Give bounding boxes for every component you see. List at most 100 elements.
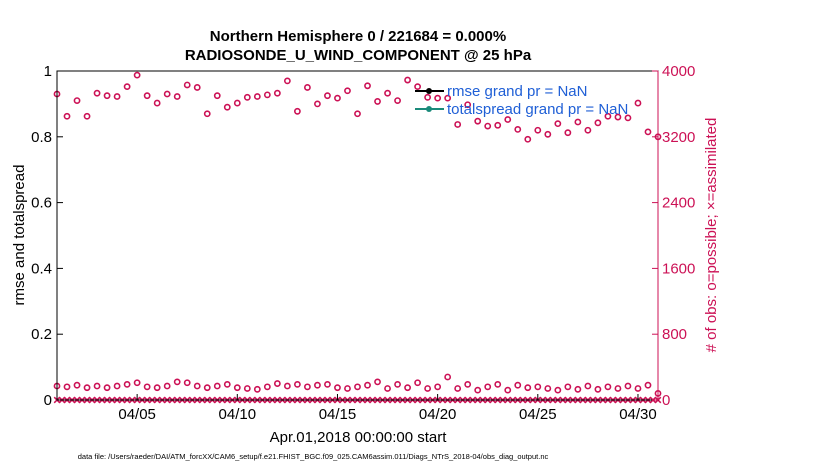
obs-possible-marker xyxy=(273,89,281,97)
obs-possible-marker xyxy=(624,114,632,122)
obs-possible-marker xyxy=(414,379,421,387)
obs-possible-marker xyxy=(634,99,642,107)
obs-possible-marker xyxy=(604,112,612,120)
obs-possible-marker xyxy=(233,99,241,107)
obs-possible-marker xyxy=(293,380,301,388)
obs-possible-marker xyxy=(454,121,462,128)
obs-possible-marker xyxy=(173,378,181,386)
obs-possible-marker xyxy=(644,128,652,136)
obs-possible-marker xyxy=(434,383,442,391)
obs-possible-marker xyxy=(203,110,211,118)
obs-possible-marker xyxy=(334,384,341,392)
obs-possible-marker xyxy=(634,385,642,392)
obs-possible-marker xyxy=(614,385,622,392)
obs-possible-marker xyxy=(424,93,432,101)
obs-possible-marker xyxy=(253,93,261,100)
x-tick-label: 04/15 xyxy=(319,406,357,423)
y-tick-label-left: 1 xyxy=(44,63,52,80)
obs-possible-marker xyxy=(334,94,341,102)
y-tick-label-right: 0 xyxy=(662,392,670,409)
obs-possible-marker xyxy=(544,130,552,138)
obs-possible-marker xyxy=(604,383,612,391)
obs-possible-marker xyxy=(273,380,281,387)
obs-possible-marker xyxy=(404,76,411,84)
legend-rmse-marker xyxy=(426,88,432,94)
obs-possible-marker xyxy=(524,384,532,392)
obs-possible-marker xyxy=(283,77,291,85)
obs-possible-marker xyxy=(644,381,652,389)
obs-possible-marker xyxy=(243,93,251,101)
obs-possible-marker xyxy=(534,126,542,134)
obs-possible-marker xyxy=(454,385,462,392)
obs-possible-marker xyxy=(304,383,311,391)
chart-subtitle: RADIOSONDE_U_WIND_COMPONENT @ 25 hPa xyxy=(185,47,532,64)
obs-possible-marker xyxy=(293,107,301,115)
obs-possible-marker xyxy=(484,383,492,391)
obs-possible-marker xyxy=(364,82,371,90)
x-axis-label: Apr.01,2018 00:00:00 start xyxy=(270,429,448,446)
obs-possible-marker xyxy=(374,378,381,386)
obs-possible-marker xyxy=(384,385,391,392)
x-tick-label: 04/05 xyxy=(118,406,156,423)
obs-possible-marker xyxy=(73,97,81,105)
obs-possible-marker xyxy=(584,382,592,390)
obs-possible-marker xyxy=(283,382,291,390)
obs-possible-marker xyxy=(344,87,351,95)
obs-possible-marker xyxy=(344,385,351,392)
obs-possible-marker xyxy=(404,384,411,392)
obs-possible-marker xyxy=(173,93,181,100)
y-tick-label-left: 0.8 xyxy=(31,129,52,146)
y-tick-label-left: 0.2 xyxy=(31,326,52,343)
obs-possible-marker xyxy=(73,381,81,389)
obs-possible-marker xyxy=(444,373,452,381)
obs-possible-marker xyxy=(123,83,131,91)
obs-possible-marker xyxy=(354,383,361,391)
y-axis-label-left: rmse and totalspread xyxy=(11,165,28,306)
x-axis: 04/05 04/10 04/15 04/20 04/25 04/30 xyxy=(118,394,657,423)
data-markers xyxy=(53,71,662,404)
obs-possible-marker xyxy=(364,381,371,389)
obs-possible-marker xyxy=(324,380,331,388)
legend-spread-marker xyxy=(426,106,432,112)
legend-spread-label: totalspread grand pr = NaN xyxy=(447,101,628,118)
obs-possible-marker xyxy=(193,382,201,390)
plot-frame xyxy=(56,70,659,401)
obs-possible-marker xyxy=(484,122,492,130)
y-tick-label-left: 0 xyxy=(44,392,52,409)
obs-possible-marker xyxy=(223,380,231,388)
obs-possible-marker xyxy=(133,71,141,79)
obs-possible-marker xyxy=(153,99,161,107)
y-tick-label-right: 2400 xyxy=(662,195,695,212)
obs-possible-marker xyxy=(414,83,421,91)
y-tick-label-right: 1600 xyxy=(662,260,695,277)
obs-possible-marker xyxy=(614,113,622,121)
obs-possible-marker xyxy=(103,384,111,392)
obs-possible-marker xyxy=(464,380,472,388)
obs-possible-marker xyxy=(624,382,632,390)
obs-possible-marker xyxy=(354,110,361,118)
obs-possible-marker xyxy=(93,89,101,97)
obs-possible-marker xyxy=(213,382,221,390)
obs-possible-marker xyxy=(243,385,251,392)
y-tick-label-right: 4000 xyxy=(662,63,695,80)
obs-possible-marker xyxy=(394,97,401,105)
obs-possible-marker xyxy=(534,383,542,391)
obs-possible-marker xyxy=(514,381,522,389)
obs-possible-marker xyxy=(143,92,151,100)
obs-possible-marker xyxy=(253,385,261,393)
obs-possible-marker xyxy=(544,385,552,392)
obs-possible-marker xyxy=(494,121,502,129)
legend-rmse-label: rmse grand pr = NaN xyxy=(447,83,587,100)
obs-possible-marker xyxy=(444,94,452,102)
obs-possible-marker xyxy=(133,379,141,387)
x-tick-label: 04/10 xyxy=(219,406,257,423)
obs-possible-marker xyxy=(223,103,231,111)
obs-possible-marker xyxy=(504,116,512,123)
obs-possible-marker xyxy=(584,126,592,134)
obs-possible-marker xyxy=(203,384,211,392)
y-axis-label-right: # of obs: o=possible; ×=assimilated xyxy=(703,118,720,353)
obs-possible-marker xyxy=(143,383,151,391)
obs-possible-marker xyxy=(574,118,582,126)
obs-possible-marker xyxy=(63,112,71,120)
